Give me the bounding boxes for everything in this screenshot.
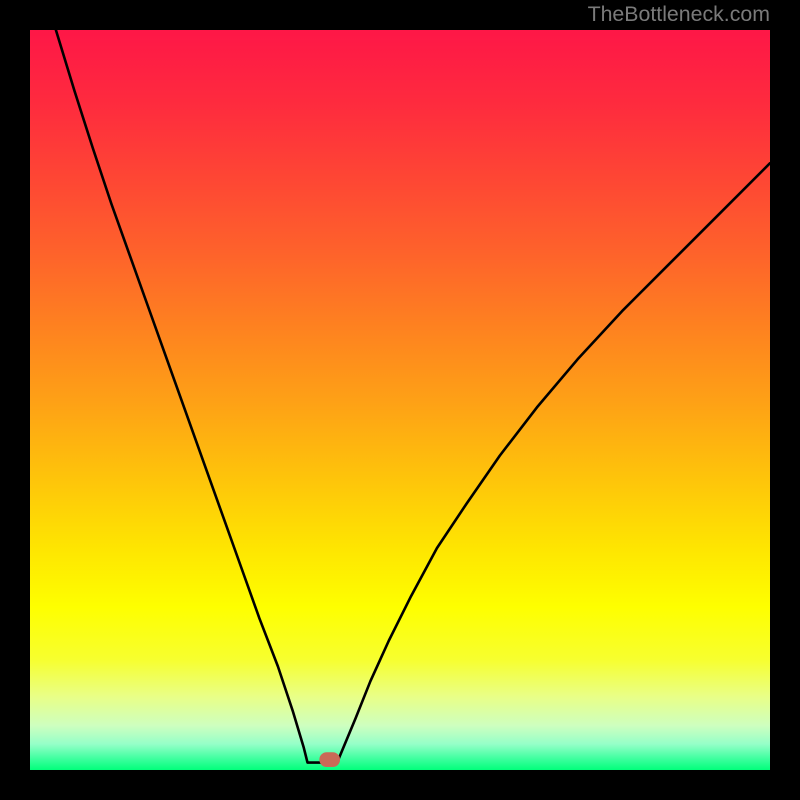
bottleneck-curve: [30, 30, 770, 770]
plot-area: [30, 30, 770, 770]
watermark-text: TheBottleneck.com: [588, 2, 770, 27]
bottleneck-curve-path: [56, 30, 770, 763]
vertex-marker: [319, 752, 340, 767]
chart-frame: TheBottleneck.com: [0, 0, 800, 800]
